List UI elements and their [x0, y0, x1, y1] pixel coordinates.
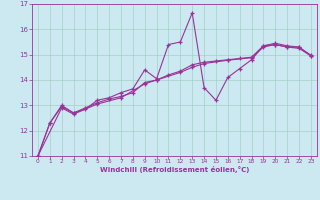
X-axis label: Windchill (Refroidissement éolien,°C): Windchill (Refroidissement éolien,°C) — [100, 166, 249, 173]
